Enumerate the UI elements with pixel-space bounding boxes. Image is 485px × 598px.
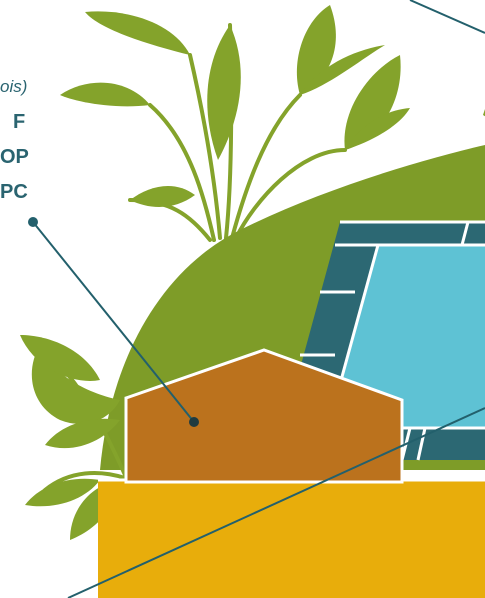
pool-water [328, 245, 485, 428]
house [124, 348, 404, 484]
label-top-italic: ois) [0, 77, 27, 96]
label-line-2: OP [0, 146, 29, 168]
plant-leaves-icon [60, 5, 410, 207]
label-line-1: F [13, 111, 25, 133]
callout-lines [32, 0, 485, 598]
label-line-3: PC [0, 181, 28, 203]
callout-dot-house [189, 417, 199, 427]
top-plant-stems [128, 23, 347, 242]
callout-dot-left [28, 217, 38, 227]
ground [98, 480, 485, 598]
